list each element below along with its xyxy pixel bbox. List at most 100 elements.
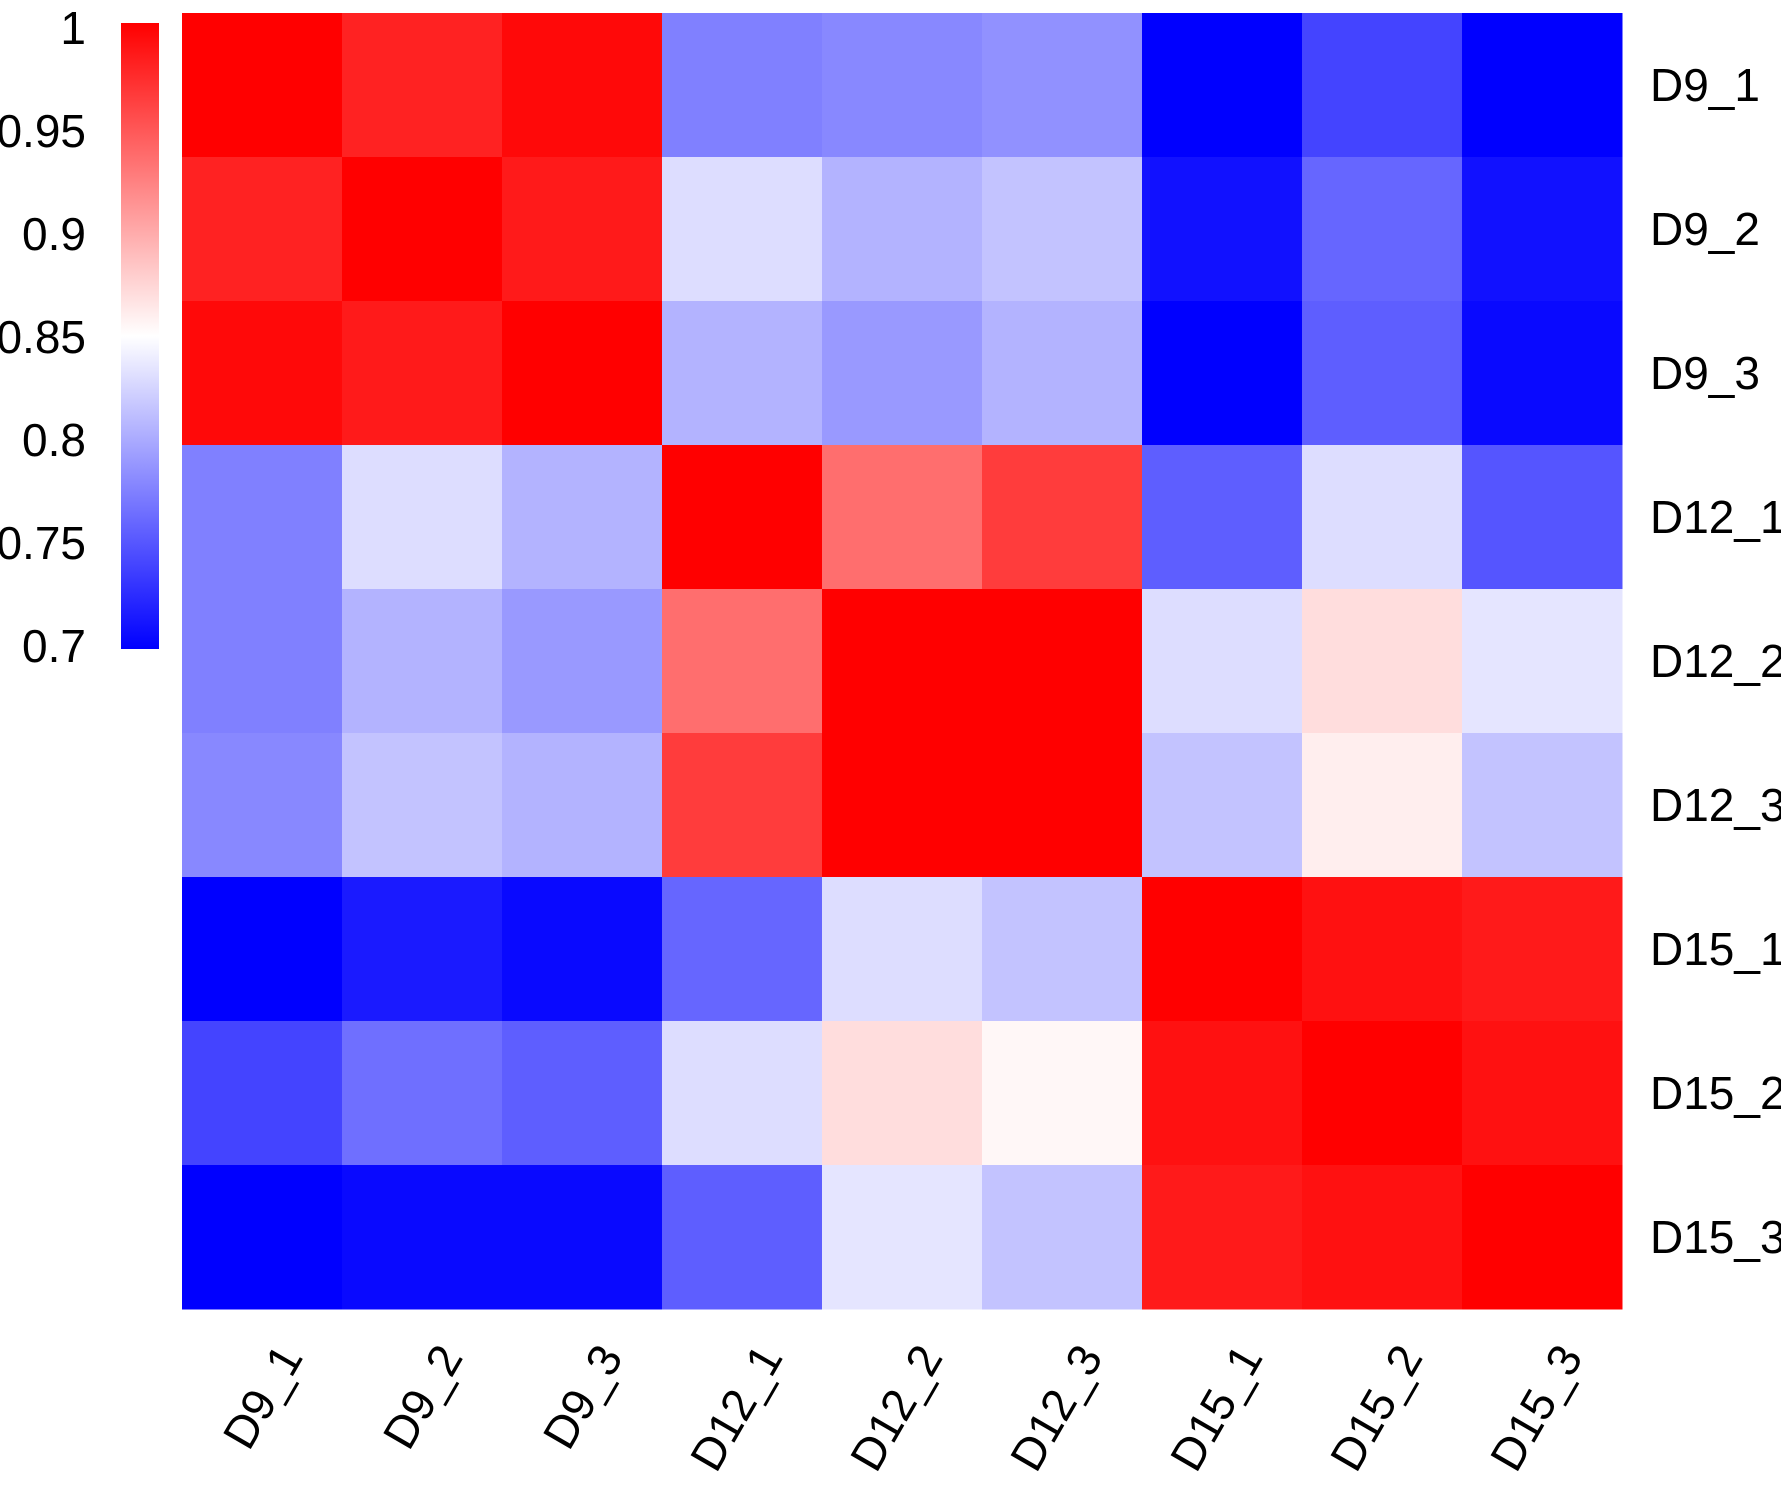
heatmap-cell-D12_1-D12_3 xyxy=(982,445,1143,590)
row-label-D15_1: D15_1 xyxy=(1650,923,1781,975)
heatmap-cell-D12_2-D15_3 xyxy=(1462,589,1623,734)
heatmap-cell-D9_2-D12_2 xyxy=(822,157,983,302)
heatmap-cell-D15_3-D12_1 xyxy=(662,1165,823,1310)
row-label-D15_2: D15_2 xyxy=(1650,1067,1781,1119)
heatmap-cell-D9_2-D15_1 xyxy=(1142,157,1303,302)
heatmap-cell-D9_1-D9_1 xyxy=(182,13,343,158)
row-label-D9_3: D9_3 xyxy=(1650,347,1760,399)
heatmap-cell-D15_2-D9_1 xyxy=(182,1021,343,1166)
heatmap-cell-D12_1-D9_1 xyxy=(182,445,343,590)
heatmap-cell-D9_1-D12_2 xyxy=(822,13,983,158)
heatmap-cell-D12_3-D15_2 xyxy=(1302,733,1463,878)
heatmap-cell-D12_3-D12_2 xyxy=(822,733,983,878)
heatmap-cell-D9_1-D9_3 xyxy=(502,13,663,158)
heatmap-cell-D15_3-D9_3 xyxy=(502,1165,663,1310)
heatmap-cell-D9_3-D9_2 xyxy=(342,301,503,446)
column-label-D9_1: D9_1 xyxy=(212,1336,312,1457)
heatmap-cell-D9_1-D12_3 xyxy=(982,13,1143,158)
heatmap-cell-D12_1-D12_2 xyxy=(822,445,983,590)
colorbar: 1 0.95 0.9 0.85 0.8 0.75 0.7 xyxy=(0,2,159,672)
heatmap-cell-D9_3-D15_3 xyxy=(1462,301,1623,446)
heatmap-cell-D15_2-D12_1 xyxy=(662,1021,823,1166)
column-label-D15_3: D15_3 xyxy=(1480,1336,1593,1479)
heatmap-cell-D9_2-D9_3 xyxy=(502,157,663,302)
colorbar-tick-0.7: 0.7 xyxy=(22,620,86,672)
row-labels: D9_1 D9_2 D9_3 D12_1 D12_2 D12_3 D15_1 D15_2 D15… xyxy=(1650,59,1781,1263)
heatmap-cell-D15_1-D15_2 xyxy=(1302,877,1463,1022)
heatmap-cell-D15_2-D9_2 xyxy=(342,1021,503,1166)
heatmap-cell-D12_2-D9_1 xyxy=(182,589,343,734)
heatmap-cell-D15_2-D9_3 xyxy=(502,1021,663,1166)
heatmap-cell-D15_1-D9_1 xyxy=(182,877,343,1022)
heatmap-cell-D9_2-D12_3 xyxy=(982,157,1143,302)
column-label-D9_2: D9_2 xyxy=(372,1336,472,1457)
heatmap-cell-D12_2-D9_3 xyxy=(502,589,663,734)
heatmap-cell-D12_2-D12_3 xyxy=(982,589,1143,734)
heatmap-cell-D15_2-D12_2 xyxy=(822,1021,983,1166)
column-label-D15_1: D15_1 xyxy=(1160,1336,1273,1479)
heatmap-cell-D15_3-D9_2 xyxy=(342,1165,503,1310)
heatmap-cells xyxy=(182,13,1623,1310)
heatmap-cell-D12_2-D9_2 xyxy=(342,589,503,734)
heatmap-cell-D12_3-D12_1 xyxy=(662,733,823,878)
column-label-D12_2: D12_2 xyxy=(840,1336,953,1479)
heatmap-cell-D12_3-D9_1 xyxy=(182,733,343,878)
heatmap-cell-D15_3-D15_3 xyxy=(1462,1165,1623,1310)
heatmap-cell-D15_3-D15_2 xyxy=(1302,1165,1463,1310)
colorbar-tick-0.9: 0.9 xyxy=(22,208,86,260)
heatmap-cell-D12_3-D12_3 xyxy=(982,733,1143,878)
heatmap-cell-D12_3-D9_2 xyxy=(342,733,503,878)
heatmap-cell-D12_1-D9_3 xyxy=(502,445,663,590)
heatmap-cell-D15_1-D12_3 xyxy=(982,877,1143,1022)
heatmap-cell-D9_3-D9_1 xyxy=(182,301,343,446)
row-label-D12_1: D12_1 xyxy=(1650,491,1781,543)
heatmap-cell-D15_3-D9_1 xyxy=(182,1165,343,1310)
heatmap-cell-D9_2-D9_2 xyxy=(342,157,503,302)
row-label-D15_3: D15_3 xyxy=(1650,1211,1781,1263)
row-label-D9_1: D9_1 xyxy=(1650,59,1760,111)
colorbar-tick-0.95: 0.95 xyxy=(0,105,86,157)
column-label-D9_3: D9_3 xyxy=(532,1336,632,1457)
heatmap-cell-D12_1-D15_3 xyxy=(1462,445,1623,590)
heatmap-cell-D9_3-D12_2 xyxy=(822,301,983,446)
row-label-D12_2: D12_2 xyxy=(1650,635,1781,687)
heatmap-cell-D12_1-D12_1 xyxy=(662,445,823,590)
heatmap-cell-D9_3-D15_2 xyxy=(1302,301,1463,446)
colorbar-tick-1: 1 xyxy=(60,2,86,54)
heatmap-cell-D9_2-D12_1 xyxy=(662,157,823,302)
heatmap-cell-D9_1-D9_2 xyxy=(342,13,503,158)
heatmap-cell-D9_1-D15_2 xyxy=(1302,13,1463,158)
heatmap-cell-D9_3-D15_1 xyxy=(1142,301,1303,446)
heatmap-cell-D9_2-D9_1 xyxy=(182,157,343,302)
row-label-D12_3: D12_3 xyxy=(1650,779,1781,831)
heatmap-cell-D15_2-D15_2 xyxy=(1302,1021,1463,1166)
colorbar-tick-0.8: 0.8 xyxy=(22,414,86,466)
heatmap-cell-D9_1-D15_1 xyxy=(1142,13,1303,158)
heatmap-cell-D15_3-D12_2 xyxy=(822,1165,983,1310)
heatmap-cell-D15_1-D15_3 xyxy=(1462,877,1623,1022)
heatmap-cell-D12_3-D15_3 xyxy=(1462,733,1623,878)
heatmap-cell-D15_1-D12_1 xyxy=(662,877,823,1022)
heatmap-cell-D9_2-D15_3 xyxy=(1462,157,1623,302)
heatmap-cell-D15_2-D15_1 xyxy=(1142,1021,1303,1166)
heatmap-cell-D12_3-D15_1 xyxy=(1142,733,1303,878)
heatmap-cell-D15_1-D15_1 xyxy=(1142,877,1303,1022)
colorbar-gradient xyxy=(121,23,159,649)
row-label-D9_2: D9_2 xyxy=(1650,203,1760,255)
heatmap-cell-D15_2-D12_3 xyxy=(982,1021,1143,1166)
heatmap-cell-D12_1-D15_2 xyxy=(1302,445,1463,590)
heatmap-cell-D15_1-D9_2 xyxy=(342,877,503,1022)
heatmap-cell-D15_1-D12_2 xyxy=(822,877,983,1022)
heatmap-cell-D12_1-D9_2 xyxy=(342,445,503,590)
heatmap-cell-D12_3-D9_3 xyxy=(502,733,663,878)
colorbar-tick-0.85: 0.85 xyxy=(0,311,86,363)
heatmap-cell-D15_1-D9_3 xyxy=(502,877,663,1022)
heatmap-cell-D12_1-D15_1 xyxy=(1142,445,1303,590)
column-label-D12_1: D12_1 xyxy=(680,1336,793,1479)
heatmap-cell-D9_1-D12_1 xyxy=(662,13,823,158)
heatmap-cell-D9_2-D15_2 xyxy=(1302,157,1463,302)
heatmap-cell-D9_1-D15_3 xyxy=(1462,13,1623,158)
heatmap-cell-D12_2-D12_2 xyxy=(822,589,983,734)
column-label-D12_3: D12_3 xyxy=(1000,1336,1113,1479)
